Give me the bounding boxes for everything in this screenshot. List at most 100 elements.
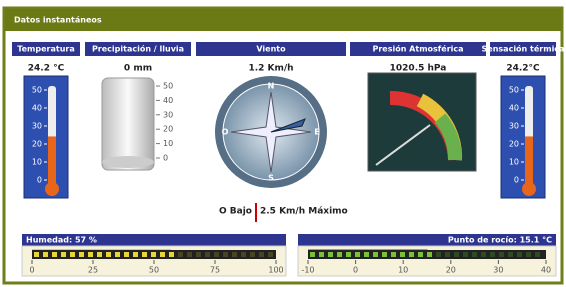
bar-cell	[52, 252, 57, 257]
bar-cell	[61, 252, 66, 257]
bar-cell	[214, 252, 219, 257]
bar-cell	[232, 252, 237, 257]
compass-label: E	[314, 128, 319, 137]
bar-cell	[400, 252, 405, 257]
mercury	[525, 136, 533, 184]
reading: 1.2 Km/h	[248, 64, 293, 74]
scale-label: 40	[163, 96, 173, 105]
scale-label: 10	[163, 139, 173, 148]
panel-title: Viento	[256, 45, 286, 54]
bulb	[45, 182, 59, 196]
panel-headers: Temperatura Precipitación / lluvia Vient…	[12, 42, 564, 56]
panel-title: Presión Atmosférica	[372, 44, 463, 54]
bar-cell	[373, 252, 378, 257]
bar-cell	[241, 252, 246, 257]
scale-label: 20	[163, 125, 173, 134]
scale-label: 75	[210, 266, 220, 275]
scale-label: 50	[149, 266, 159, 275]
compass-label: O	[222, 128, 229, 137]
bar-cell	[151, 252, 156, 257]
bar-cell	[70, 252, 75, 257]
bar-cell	[535, 252, 540, 257]
scale-label: 50	[509, 86, 519, 95]
scale-label: 30	[32, 122, 42, 131]
bar-cell	[106, 252, 111, 257]
bar-cell	[268, 252, 273, 257]
scale-label: 0	[29, 266, 34, 275]
scale-label: 40	[509, 104, 519, 113]
bar-cell	[337, 252, 342, 257]
bar-cell	[97, 252, 102, 257]
bar-title: Humedad: 57 %	[26, 236, 97, 245]
bar-cell	[250, 252, 255, 257]
bar-cell	[472, 252, 477, 257]
scale-label: 25	[88, 266, 98, 275]
rain-gauge-base	[102, 156, 154, 168]
bar-level	[308, 249, 427, 250]
panel-title: Sensación térmica	[482, 44, 565, 54]
bar-cell	[490, 252, 495, 257]
scale-label: 10	[509, 158, 519, 167]
bar-cell	[259, 252, 264, 257]
bar-cell	[508, 252, 513, 257]
bar-cell	[445, 252, 450, 257]
scale-label: 30	[163, 110, 173, 119]
scale-label: 20	[509, 140, 519, 149]
wind-footer: 2.5 Km/h Máximo	[260, 207, 348, 217]
bar-cell	[160, 252, 165, 257]
reading: 1020.5 hPa	[390, 64, 447, 74]
bar-cell	[169, 252, 174, 257]
scale-label: 10	[32, 158, 42, 167]
bar-cell	[427, 252, 432, 257]
bar-cell	[517, 252, 522, 257]
scale-label: 50	[163, 82, 173, 91]
compass-label: S	[268, 174, 274, 183]
bar-cell	[196, 252, 201, 257]
bar-cell	[79, 252, 84, 257]
bar-cell	[526, 252, 531, 257]
scale-label: -10	[301, 266, 314, 275]
scale-label: 40	[541, 266, 551, 275]
scale-label: 0	[163, 154, 168, 163]
bar-title: Punto de rocío: 15.1 °C	[448, 236, 552, 245]
bar-cell	[355, 252, 360, 257]
bar-cell	[223, 252, 228, 257]
bar-cell	[43, 252, 48, 257]
bar-cell	[409, 252, 414, 257]
bar-cell	[34, 252, 39, 257]
bar-cell	[142, 252, 147, 257]
scale-label: 30	[493, 266, 503, 275]
bar-cell	[382, 252, 387, 257]
bar-cell	[319, 252, 324, 257]
scale-label: 20	[32, 140, 42, 149]
bar-cell	[115, 252, 120, 257]
bar-cell	[187, 252, 192, 257]
scale-label: 50	[32, 86, 42, 95]
bar-cell	[310, 252, 315, 257]
scale-label: 0	[514, 176, 519, 185]
bar-cell	[391, 252, 396, 257]
reading: 0 mm	[124, 64, 152, 74]
scale-label: 0	[353, 266, 358, 275]
panel-title: Precipitación / lluvia	[92, 44, 184, 54]
reading: 24.2°C	[506, 64, 540, 74]
bar-cell	[499, 252, 504, 257]
bar-cell	[88, 252, 93, 257]
scale-label: 30	[509, 122, 519, 131]
bar-cell	[418, 252, 423, 257]
wind-footer: O Bajo	[219, 207, 252, 217]
reading: 24.2 °C	[28, 64, 65, 74]
bar-cell	[463, 252, 468, 257]
scale-label: 0	[37, 176, 42, 185]
title: Datos instantáneos	[14, 16, 102, 25]
bulb	[522, 182, 536, 196]
mercury	[48, 136, 56, 184]
panel-title: Temperatura	[17, 45, 75, 54]
scale-label: 40	[32, 104, 42, 113]
bar-cell	[436, 252, 441, 257]
scale-label: 10	[398, 266, 408, 275]
bar-cell	[178, 252, 183, 257]
scale-label: 100	[268, 266, 283, 275]
bar-cell	[328, 252, 333, 257]
bar-cell	[133, 252, 138, 257]
